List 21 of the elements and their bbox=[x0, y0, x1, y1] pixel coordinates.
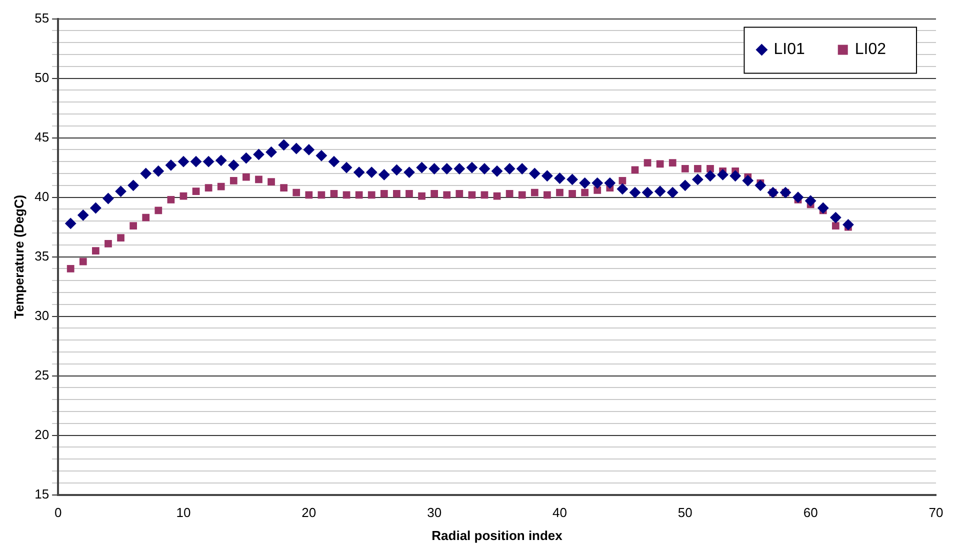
x-tick-label: 60 bbox=[803, 505, 818, 520]
y-tick-label: 20 bbox=[34, 426, 50, 442]
y-tick-label: 55 bbox=[34, 10, 50, 26]
y-tick-label: 40 bbox=[34, 188, 50, 204]
y-tick-label: 25 bbox=[34, 367, 50, 382]
y-tick-label: 35 bbox=[34, 248, 50, 264]
y-tick-label: 50 bbox=[34, 70, 50, 85]
x-tick-label: 20 bbox=[302, 505, 316, 520]
x-tick-label: 30 bbox=[427, 505, 442, 520]
x-axis-title: Radial position index bbox=[432, 528, 564, 543]
x-tick-label: 0 bbox=[54, 505, 62, 520]
x-tick-label: 10 bbox=[176, 505, 191, 520]
y-tick-label: 15 bbox=[34, 486, 50, 502]
y-tick-label: 30 bbox=[34, 308, 50, 323]
x-tick-label: 50 bbox=[678, 505, 692, 520]
y-tick-label: 45 bbox=[34, 129, 50, 144]
legend-label: LI01 bbox=[774, 41, 805, 58]
y-axis-title: Temperature (DegC) bbox=[11, 194, 26, 319]
x-tick-label: 70 bbox=[928, 505, 944, 520]
legend-label: LI02 bbox=[854, 41, 886, 58]
x-tick-label: 40 bbox=[552, 505, 567, 520]
